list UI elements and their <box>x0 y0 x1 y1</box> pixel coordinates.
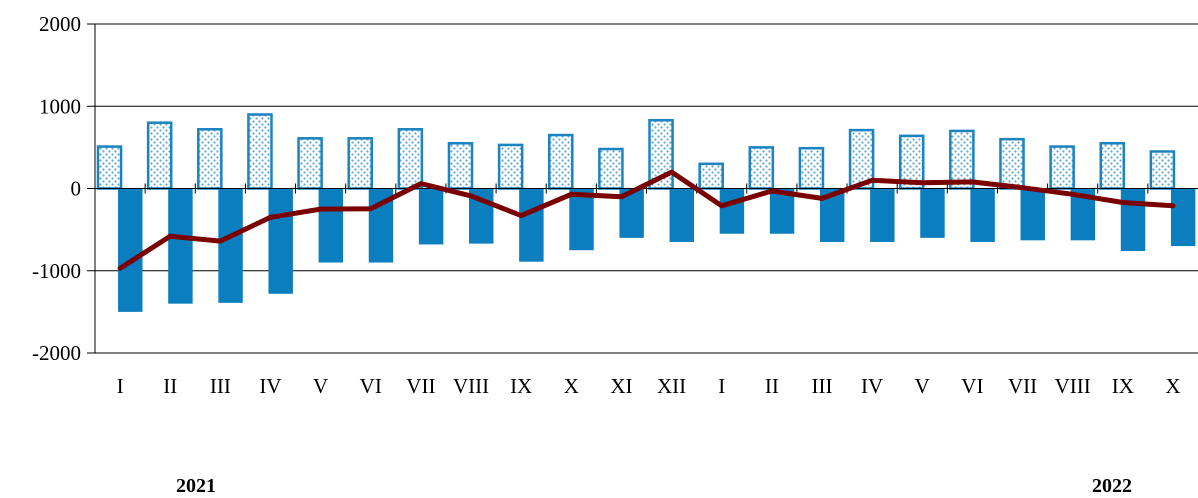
bar-dotted-20 <box>1099 142 1126 190</box>
bar-dotted-7 <box>447 142 474 190</box>
y-tick-label-0: 2000 <box>39 12 81 36</box>
year-labels: 2021 2022 <box>176 475 1132 497</box>
bars <box>96 113 1196 312</box>
line-series <box>117 169 1176 271</box>
x-tick-label-4: V <box>313 374 328 398</box>
x-tick-label-15: IV <box>861 374 883 398</box>
x-tick-label-19: VIII <box>1055 374 1091 398</box>
x-tick-label-16: V <box>915 374 930 398</box>
x-tick-label-7: VIII <box>453 374 489 398</box>
bar-solid-9 <box>569 188 594 251</box>
x-tick-label-10: XI <box>610 374 632 398</box>
bar-solid-3 <box>268 188 293 294</box>
bar-solid-20 <box>1120 188 1146 252</box>
x-tick-label-8: IX <box>510 374 532 398</box>
x-axis-tick-labels: I II III IV V VI VII VIII IX X XI XII I II III IV V VI VII… <box>117 374 1181 398</box>
bar-dotted-8 <box>497 143 524 190</box>
x-tick-label-2: III <box>210 374 231 398</box>
bar-solid-16 <box>920 188 945 238</box>
bar-dotted-5 <box>347 137 374 190</box>
x-tick-label-14: III <box>811 374 832 398</box>
year-label-2022: 2022 <box>1092 475 1132 497</box>
bar-dotted-9 <box>547 133 574 190</box>
x-tick-label-13: II <box>765 374 779 398</box>
bar-dotted-21 <box>1149 150 1176 190</box>
x-tick-label-11: XII <box>657 374 686 398</box>
bar-dotted-19 <box>1049 145 1075 190</box>
x-tick-label-0: I <box>117 374 124 398</box>
x-tick-label-20: IX <box>1112 374 1134 398</box>
bar-solid-0 <box>118 188 143 312</box>
x-tick-label-1: II <box>163 374 177 398</box>
bar-dotted-12 <box>698 162 724 190</box>
y-tick-label-1: 1000 <box>39 94 81 118</box>
x-tick-label-5: VI <box>360 374 382 398</box>
bar-dotted-6 <box>397 128 424 190</box>
y-tick-label-3: -1000 <box>32 259 81 283</box>
bar-solid-21 <box>1170 188 1196 247</box>
bar-solid-2 <box>218 188 243 303</box>
bar-solid-4 <box>318 188 344 263</box>
bar-solid-18 <box>1020 188 1045 241</box>
bar-dotted-18 <box>999 137 1025 190</box>
bar-dotted-3 <box>247 113 273 190</box>
bar-dotted-14 <box>798 146 825 190</box>
line-series-path <box>117 169 1176 271</box>
bar-solid-12 <box>719 188 745 234</box>
x-tick-label-21: X <box>1165 374 1180 398</box>
bar-solid-6 <box>418 188 444 245</box>
bar-dotted-4 <box>297 137 323 190</box>
y-tick-label-4: -2000 <box>32 341 81 365</box>
x-tick-label-6: VII <box>406 374 435 398</box>
bar-solid-11 <box>669 188 695 242</box>
bar-solid-1 <box>168 188 193 304</box>
x-tick-label-3: IV <box>259 374 281 398</box>
x-tick-label-17: VI <box>961 374 983 398</box>
x-tick-label-18: VII <box>1008 374 1037 398</box>
bar-dotted-2 <box>197 128 223 190</box>
bar-solid-8 <box>519 188 544 262</box>
x-tick-label-12: I <box>718 374 725 398</box>
bar-dotted-13 <box>748 146 775 190</box>
y-axis-tick-labels: 2000 1000 0 -1000 -2000 <box>32 12 81 365</box>
year-label-2021: 2021 <box>176 475 216 497</box>
y-tick-label-2: 0 <box>71 177 82 201</box>
bar-solid-17 <box>970 188 995 242</box>
bar-dotted-1 <box>146 121 173 190</box>
bar-dotted-10 <box>598 147 624 190</box>
bar-dotted-0 <box>96 145 123 190</box>
bar-solid-15 <box>870 188 895 242</box>
x-tick-label-9: X <box>564 374 579 398</box>
